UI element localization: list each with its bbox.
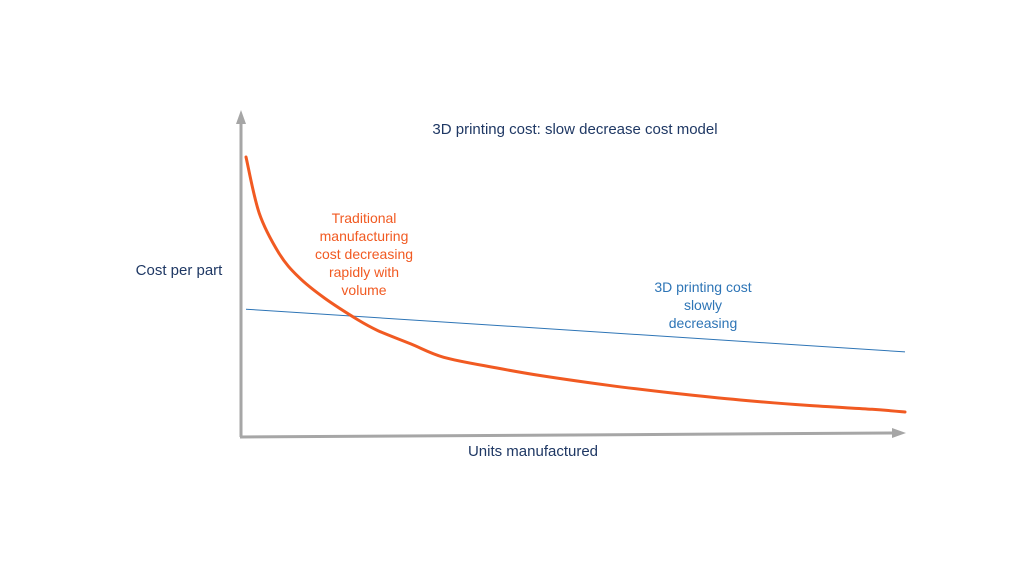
x-axis — [239, 431, 893, 439]
annotation-line: volume — [341, 282, 386, 298]
annotation-printing: 3D printing cost slowly decreasing — [654, 279, 751, 331]
annotation-line: rapidly with — [329, 264, 399, 280]
annotation-line: 3D printing cost — [654, 279, 751, 295]
annotation-line: slowly — [684, 297, 722, 313]
x-axis-label: Units manufactured — [468, 443, 598, 460]
annotation-line: manufacturing — [320, 228, 409, 244]
series-line-traditional — [244, 155, 907, 414]
x-axis-arrow — [892, 428, 906, 438]
annotation-line: Traditional — [332, 210, 397, 226]
annotation-line: decreasing — [669, 315, 738, 331]
series-line-printing — [245, 308, 906, 353]
chart-title: 3D printing cost: slow decrease cost mod… — [432, 121, 717, 138]
annotation-line: cost decreasing — [315, 246, 413, 262]
y-axis-label: Cost per part — [136, 262, 224, 279]
annotation-traditional: Traditional manufacturing cost decreasing r… — [315, 210, 413, 298]
y-axis-arrow — [236, 110, 246, 124]
